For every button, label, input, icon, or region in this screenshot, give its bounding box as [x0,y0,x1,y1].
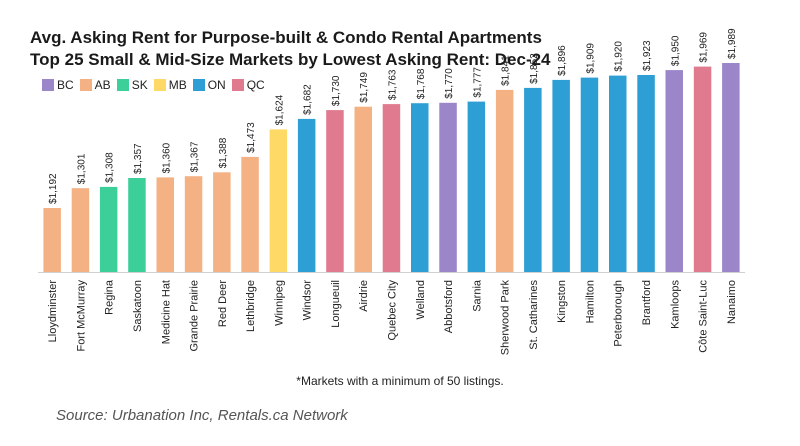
data-label: $1,357 [133,143,144,174]
data-label: $1,777 [472,67,483,98]
category-label: Sherwood Park [500,280,512,356]
category-label: Longueuil [330,280,342,328]
footnote: *Markets with a minimum of 50 listings. [296,374,504,388]
category-label: Medicine Hat [160,280,172,344]
category-label: Kamloops [669,280,681,329]
chart-title: Avg. Asking Rent for Purpose-built & Con… [30,28,542,47]
bar-medicine-hat [156,177,174,272]
legend-label: SK [131,78,148,92]
data-label: $1,896 [557,45,568,76]
bar-welland [411,103,429,272]
category-label: Kingston [556,280,568,323]
bar-saskatoon [128,178,146,272]
bar-longueuil [326,110,344,272]
legend-swatch [153,79,166,91]
category-label: Sarnia [471,279,483,312]
chart-subtitle: Top 25 Small & Mid-Size Markets by Lowes… [30,50,551,69]
category-label: Red Deer [217,280,229,327]
category-label: Windsor [302,280,314,321]
bar-abbotsford [439,102,457,272]
source-note: Source: Urbanation Inc, Rentals.ca Netwo… [56,407,348,424]
bar-hamilton [580,77,599,272]
legend-swatch [231,79,244,91]
data-label: $1,770 [444,68,455,99]
legend-label: BC [57,78,74,92]
data-label: $1,682 [303,84,314,115]
legend-swatch [192,79,205,91]
category-label: Lloydminster [47,280,59,343]
category-label: Winnipeg [273,280,285,326]
data-label: $1,969 [699,32,710,63]
category-label: Abbotsford [443,280,455,333]
data-label: $1,388 [218,137,229,168]
category-label: Saskatoon [132,280,144,332]
legend-label: AB [94,78,111,92]
category-label: Hamilton [585,280,597,323]
bar-airdrie [354,106,372,272]
data-label: $1,768 [416,68,427,99]
bar-kamloops [665,70,683,272]
legend: BC AB SK MB ON QC [42,78,271,92]
bar-st-catharines [524,87,542,273]
bar-peterborough [609,75,627,272]
data-label: $1,852 [529,53,540,84]
legend-swatch [116,79,129,91]
legend-item-mb: MB [153,78,187,92]
data-label: $1,301 [76,153,87,184]
bar-red-deer [213,172,231,272]
data-label: $1,909 [586,43,597,74]
bar-winnipeg [269,129,288,272]
data-label: $1,473 [246,122,257,153]
category-label: Peterborough [613,280,625,347]
data-label: $1,989 [727,28,738,59]
data-label: $1,920 [614,41,625,72]
data-label: $1,360 [161,142,172,173]
bar-windsor [297,118,316,273]
legend-item-ab: AB [79,78,111,92]
category-label: Fort McMurray [75,280,87,352]
data-label: $1,950 [670,35,681,66]
data-label: $1,730 [331,75,342,106]
bar-lloydminster [43,208,61,272]
legend-swatch [42,79,54,91]
legend-label: QC [246,78,265,92]
data-label: $1,624 [274,94,285,125]
category-label: Regina [104,279,116,315]
legend-label: ON [207,78,226,92]
category-label: Lethbridge [245,280,257,332]
category-label: Grande Prairie [189,280,201,352]
data-label: $1,367 [190,141,201,172]
data-label: $1,749 [359,72,370,103]
category-label: Nanaimo [726,280,738,324]
bar-sherwood-park [495,89,514,273]
legend-item-sk: SK [116,78,148,92]
bar-c-te-saint-luc [693,66,712,272]
bar-sarnia [467,101,486,272]
legend-item-on: ON [192,78,226,92]
data-label: $1,841 [501,55,512,86]
bar-regina [99,186,118,272]
category-label: Welland [415,280,427,320]
bar-brantford [637,75,655,272]
legend-item-bc: BC [42,78,74,92]
data-label: $1,763 [388,69,399,100]
category-label: Airdrie [358,280,370,312]
category-label: Côte Saint-Luc [698,280,710,353]
category-label: Quebec City [387,280,399,341]
bar-fort-mcmurray [71,188,90,272]
data-label: $1,308 [105,152,116,183]
bar-kingston [552,79,570,273]
legend-item-qc: QC [231,78,265,92]
bar-grande-prairie [184,176,203,272]
bar-nanaimo [722,63,740,272]
category-label: Brantford [641,280,653,325]
legend-label: MB [168,78,187,92]
data-label: $1,923 [642,40,653,71]
bar-lethbridge [241,156,259,272]
bar-quebec-city [382,104,401,272]
legend-swatch [79,79,92,91]
category-label: St. Catharines [528,280,540,350]
data-label: $1,192 [48,173,59,204]
